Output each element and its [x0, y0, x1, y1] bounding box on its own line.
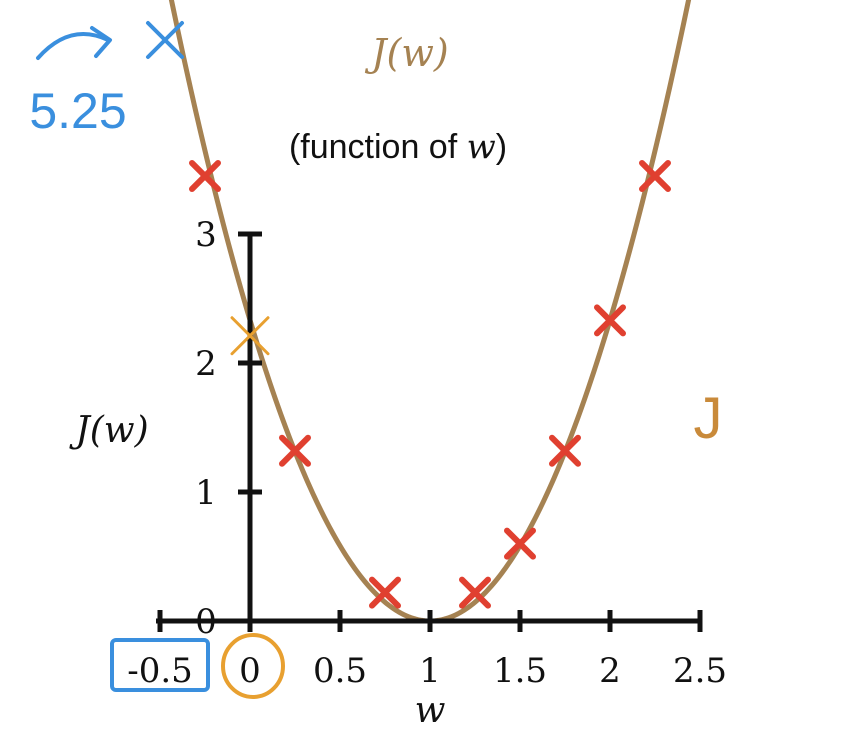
cross-stroke [504, 527, 536, 560]
x-tick-label: 1.5 [493, 651, 547, 691]
cross-stroke [594, 304, 626, 337]
subtitle-suffix: ) [496, 128, 507, 166]
x-tick-label: 1 [419, 651, 441, 691]
subtitle-variable: w [467, 127, 496, 167]
data-point-marker [279, 434, 311, 467]
y-tick-label: 3 [195, 215, 217, 255]
data-point-marker [549, 434, 581, 467]
highlight-marker-blue [146, 21, 184, 59]
cross-stroke [279, 434, 311, 467]
chart-title: J(w) [364, 31, 448, 75]
highlight-marker-orange [230, 316, 270, 356]
arrow-head [90, 26, 112, 58]
x-tick-label: 2 [599, 651, 621, 691]
y-tick-label: 1 [195, 473, 217, 513]
x-tick-label: 0 [239, 651, 261, 691]
cross-stroke [639, 159, 671, 192]
arrow-annotation [36, 32, 110, 60]
cross-stroke [146, 21, 184, 59]
cross-stroke [230, 316, 270, 356]
cross-stroke [549, 434, 581, 467]
annotations [36, 26, 285, 699]
boxed-tick-annotation [110, 638, 210, 692]
data-point-marker [639, 159, 671, 192]
x-axis-label: w [415, 690, 446, 731]
data-point-marker [369, 576, 401, 609]
data-point-marker [189, 159, 221, 192]
subtitle-prefix: (function of [289, 128, 467, 166]
y-tick-label: 2 [195, 344, 217, 384]
data-point-marker [594, 304, 626, 337]
y-tick-label: 0 [195, 602, 217, 642]
circled-tick-annotation [221, 633, 285, 699]
cross-stroke [369, 576, 401, 609]
x-tick-label: 0.5 [313, 651, 367, 691]
y-axis-label: J(w) [68, 410, 148, 451]
value-annotation-5.25: 5.25 [29, 83, 126, 139]
x-tick-label: -0.5 [127, 651, 193, 691]
x-tick-label: 2.5 [673, 651, 727, 691]
big-j-annotation: J [694, 386, 723, 451]
cross-stroke [189, 159, 221, 192]
data-point-marker [459, 576, 491, 609]
data-point-marker [504, 527, 536, 560]
chart-subtitle: (function of w) [289, 127, 507, 167]
data-markers [146, 21, 671, 609]
cross-stroke [459, 576, 491, 609]
